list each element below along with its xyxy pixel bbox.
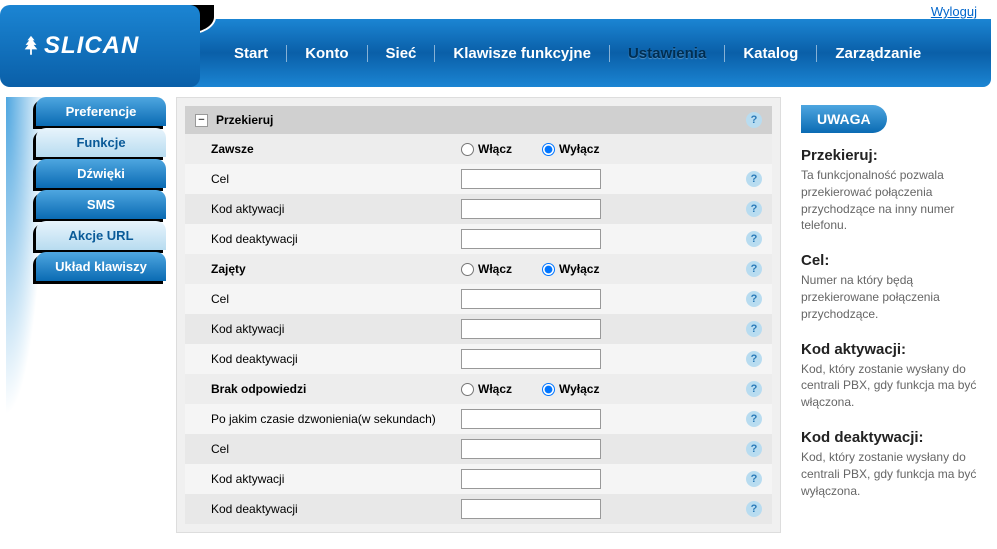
field-input-0-0[interactable] [461,169,601,189]
notice-block-3: Kod deaktywacji: Kod, który zostanie wysł… [801,429,981,499]
logo-wrap: SLICAN [0,5,200,87]
collapse-icon[interactable]: − [195,114,208,127]
field-label: Kod deaktywacji [211,232,461,246]
form-row-2-2: Kod aktywacji? [185,464,772,494]
main: PreferencjeFunkcjeDźwiękiSMSAkcje URLUkł… [0,87,997,533]
help-icon[interactable]: ? [746,471,762,487]
form-row-0-2: Kod deaktywacji? [185,224,772,254]
field-label: Kod aktywacji [211,472,461,486]
help-icon[interactable]: ? [746,291,762,307]
form-row-2-1: Cel? [185,434,772,464]
group-header-1: Zajęty Włącz Wyłącz? [185,254,772,284]
help-icon[interactable]: ? [746,112,762,128]
field-input-0-1[interactable] [461,199,601,219]
help-icon[interactable]: ? [746,501,762,517]
logo: SLICAN [22,32,139,60]
help-icon[interactable]: ? [746,321,762,337]
field-label: Kod deaktywacji [211,502,461,516]
notice-text: Numer na który będą przekierowane połącz… [801,272,981,322]
group-title: Zajęty [211,262,461,276]
form-row-1-0: Cel? [185,284,772,314]
form-row-2-3: Kod deaktywacji? [185,494,772,524]
field-input-1-2[interactable] [461,349,601,369]
radio-on-1[interactable]: Włącz [461,262,512,276]
group-title: Brak odpowiedzi [211,382,461,396]
field-label: Kod aktywacji [211,322,461,336]
field-label: Kod aktywacji [211,202,461,216]
notice-block-2: Kod aktywacji: Kod, który zostanie wysłan… [801,341,981,411]
form-row-1-1: Kod aktywacji? [185,314,772,344]
nav-item-2[interactable]: Sieć [368,45,436,62]
form-row-0-0: Cel? [185,164,772,194]
field-label: Cel [211,292,461,306]
field-label: Cel [211,442,461,456]
field-input-1-0[interactable] [461,289,601,309]
help-icon[interactable]: ? [746,171,762,187]
help-icon[interactable]: ? [746,441,762,457]
nav-item-4[interactable]: Ustawienia [610,45,725,62]
field-input-2-0[interactable] [461,409,601,429]
notice-text: Ta funkcjonalność pozwala przekierować p… [801,167,981,234]
form-row-0-1: Kod aktywacji? [185,194,772,224]
nav-item-1[interactable]: Konto [287,45,367,62]
section-header: −Przekieruj? [185,106,772,134]
nav-item-5[interactable]: Katalog [725,45,817,62]
field-label: Cel [211,172,461,186]
sidebar-item-1[interactable]: Funkcje [36,128,166,157]
sidebar-item-2[interactable]: Dźwięki [36,159,166,188]
help-icon[interactable]: ? [746,411,762,427]
field-input-0-2[interactable] [461,229,601,249]
help-panel: UWAGA Przekieruj: Ta funkcjonalność pozwa… [791,97,991,533]
notice-title: Kod deaktywacji: [801,429,981,446]
field-input-2-3[interactable] [461,499,601,519]
sidebar-item-3[interactable]: SMS [36,190,166,219]
help-icon[interactable]: ? [746,261,762,277]
field-label: Po jakim czasie dzwonienia(w sekundach) [211,412,461,426]
group-title: Zawsze [211,142,461,156]
field-label: Kod deaktywacji [211,352,461,366]
help-icon[interactable]: ? [746,201,762,217]
field-input-2-1[interactable] [461,439,601,459]
group-header-0: Zawsze Włącz Wyłącz [185,134,772,164]
header: SLICAN StartKontoSiećKlawisze funkcyjneU… [6,19,991,87]
sidebar: PreferencjeFunkcjeDźwiękiSMSAkcje URLUkł… [6,97,166,533]
tree-icon [22,35,40,57]
field-input-2-2[interactable] [461,469,601,489]
sidebar-item-4[interactable]: Akcje URL [36,221,166,250]
notice-block-1: Cel: Numer na który będą przekierowane po… [801,252,981,322]
notice-title: Cel: [801,252,981,269]
notice-title: Przekieruj: [801,147,981,164]
field-input-1-1[interactable] [461,319,601,339]
main-nav: StartKontoSiećKlawisze funkcyjneUstawien… [216,19,981,87]
radio-on-2[interactable]: Włącz [461,382,512,396]
sidebar-item-5[interactable]: Układ klawiszy [36,252,166,281]
form-row-2-0: Po jakim czasie dzwonienia(w sekundach)? [185,404,772,434]
radio-off-0[interactable]: Wyłącz [542,142,599,156]
notice-header: UWAGA [801,105,887,133]
form-row-1-2: Kod deaktywacji? [185,344,772,374]
content-panel: −Przekieruj?Zawsze Włącz WyłączCel?Kod a… [176,97,781,533]
radio-on-0[interactable]: Włącz [461,142,512,156]
notice-title: Kod aktywacji: [801,341,981,358]
section-title: Przekieruj [216,113,273,127]
nav-item-0[interactable]: Start [216,45,287,62]
notice-block-0: Przekieruj: Ta funkcjonalność pozwala prz… [801,147,981,234]
nav-item-3[interactable]: Klawisze funkcyjne [435,45,610,62]
radio-off-2[interactable]: Wyłącz [542,382,599,396]
logout-link[interactable]: Wyloguj [931,4,977,19]
notice-text: Kod, który zostanie wysłany do centrali … [801,449,981,499]
notice-text: Kod, który zostanie wysłany do centrali … [801,361,981,411]
help-icon[interactable]: ? [746,351,762,367]
help-icon[interactable]: ? [746,381,762,397]
sidebar-item-0[interactable]: Preferencje [36,97,166,126]
nav-item-6[interactable]: Zarządzanie [817,45,939,62]
group-header-2: Brak odpowiedzi Włącz Wyłącz? [185,374,772,404]
radio-off-1[interactable]: Wyłącz [542,262,599,276]
logo-text: SLICAN [44,32,139,60]
help-icon[interactable]: ? [746,231,762,247]
